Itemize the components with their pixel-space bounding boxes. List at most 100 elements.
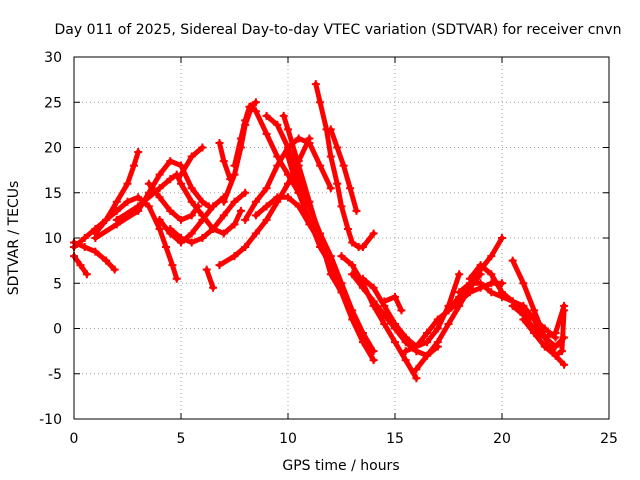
data-point — [487, 288, 496, 297]
data-point — [102, 256, 111, 265]
data-point — [219, 211, 228, 220]
data-point — [339, 161, 348, 170]
data-point — [433, 315, 442, 324]
data-point — [423, 329, 432, 338]
data-point — [326, 270, 335, 279]
data-point — [284, 125, 292, 134]
y-tick-label: 30 — [44, 50, 62, 66]
data-point — [369, 283, 378, 292]
data-point — [358, 283, 367, 292]
x-tick-label: 0 — [70, 431, 79, 447]
series-arc6 — [112, 170, 245, 238]
data-point — [380, 319, 389, 328]
data-point — [508, 256, 517, 265]
data-point — [294, 188, 303, 197]
data-point — [326, 125, 335, 134]
x-tick-label: 5 — [177, 431, 186, 447]
data-point — [251, 197, 260, 206]
series-line — [204, 267, 216, 291]
series-arc20 — [284, 152, 335, 270]
data-point — [465, 274, 474, 283]
y-tick-label: 15 — [44, 186, 62, 202]
series-arc26 — [380, 292, 406, 315]
grid — [74, 57, 609, 419]
data-point — [251, 107, 260, 116]
data-point — [433, 324, 442, 333]
data-point — [155, 224, 164, 233]
data-point — [305, 197, 314, 206]
data-point — [519, 279, 528, 288]
data-point — [326, 184, 335, 193]
data-point — [134, 202, 143, 211]
data-point — [316, 161, 325, 170]
data-point — [194, 202, 203, 211]
data-point — [177, 170, 185, 179]
data-point — [337, 252, 346, 261]
data-point — [273, 193, 282, 202]
data-point — [241, 188, 250, 197]
series-line — [71, 194, 180, 282]
data-point — [519, 301, 528, 310]
y-tick-label: 25 — [44, 95, 62, 111]
data-point — [433, 338, 442, 347]
data-point — [284, 193, 292, 202]
data-point — [177, 215, 185, 224]
data-point — [348, 270, 357, 279]
data-point — [444, 319, 453, 328]
series-line — [510, 303, 567, 341]
data-point — [348, 306, 357, 315]
data-point — [530, 306, 539, 315]
data-point — [401, 347, 410, 356]
y-tick-label: 0 — [53, 322, 62, 338]
series-layer — [70, 80, 569, 383]
data-point — [209, 202, 218, 211]
series-arc22 — [326, 125, 361, 215]
data-point — [102, 215, 111, 224]
data-point — [519, 310, 528, 319]
data-point — [241, 215, 250, 224]
data-point — [166, 206, 175, 215]
data-point — [144, 179, 153, 188]
data-point — [166, 224, 175, 233]
data-point — [551, 351, 560, 360]
data-point — [557, 347, 566, 356]
data-point — [129, 161, 138, 170]
data-point — [305, 138, 314, 147]
series-arc35 — [508, 301, 569, 342]
data-point — [80, 234, 89, 242]
data-point — [219, 229, 228, 238]
data-point — [337, 288, 346, 297]
series-line — [146, 181, 201, 223]
data-point — [279, 111, 288, 120]
data-point — [123, 179, 132, 188]
series-arc29 — [412, 270, 485, 374]
data-point — [82, 270, 91, 279]
data-point — [91, 247, 100, 256]
data-point — [369, 297, 378, 306]
data-point — [455, 301, 464, 310]
data-point — [391, 292, 399, 301]
series-arc10 — [177, 143, 207, 179]
data-point — [198, 234, 207, 242]
data-point — [134, 148, 143, 157]
series-arc9 — [166, 188, 250, 247]
x-tick-label: 15 — [386, 431, 404, 447]
data-point — [166, 175, 175, 184]
data-point — [112, 215, 121, 224]
data-point — [369, 356, 378, 365]
data-point — [215, 261, 224, 270]
series-line — [446, 235, 505, 313]
data-point — [284, 152, 292, 161]
data-point — [412, 374, 421, 383]
data-point — [560, 301, 569, 310]
data-point — [391, 338, 399, 347]
data-point — [187, 238, 196, 247]
data-point — [358, 329, 367, 338]
y-tick-label: 20 — [44, 141, 62, 157]
data-point — [262, 111, 271, 120]
data-point — [369, 229, 378, 238]
y-tick-label: -5 — [48, 367, 62, 383]
data-point — [294, 161, 303, 170]
data-point — [412, 365, 421, 374]
series-line — [520, 307, 567, 359]
